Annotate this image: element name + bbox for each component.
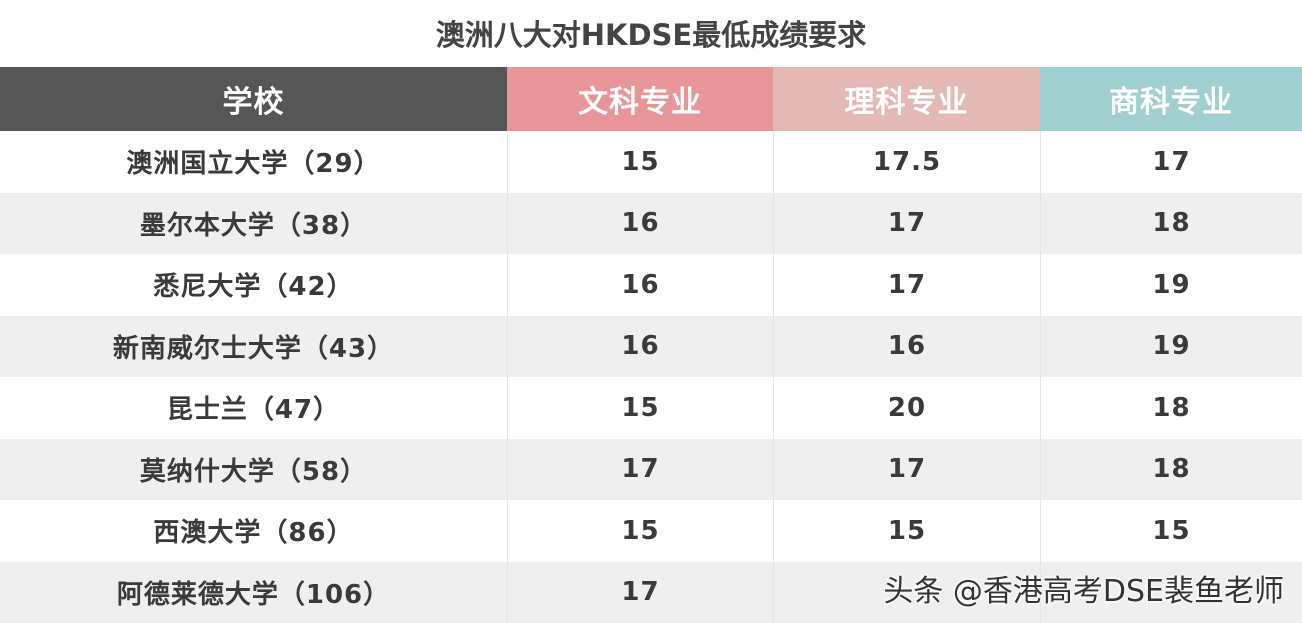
school-cell: 新南威尔士大学（43） — [0, 316, 507, 378]
score-cell: 17 — [773, 439, 1040, 501]
school-cell: 西澳大学（86） — [0, 500, 507, 562]
school-cell: 墨尔本大学（38） — [0, 193, 507, 255]
score-cell: 16 — [507, 193, 773, 255]
score-cell: 20 — [773, 377, 1040, 439]
score-cell: 15 — [773, 500, 1040, 562]
column-header: 商科专业 — [1040, 67, 1302, 131]
school-cell: 莫纳什大学（58） — [0, 439, 507, 501]
score-cell: 15 — [1040, 500, 1302, 562]
score-cell: 17 — [773, 254, 1040, 316]
column-header: 理科专业 — [773, 67, 1040, 131]
score-cell: 18 — [1040, 377, 1302, 439]
score-cell: 16 — [773, 316, 1040, 378]
score-cell: 15 — [507, 377, 773, 439]
score-cell: 18 — [1040, 193, 1302, 255]
score-cell: 19 — [1040, 254, 1302, 316]
column-header: 文科专业 — [507, 67, 773, 131]
school-cell: 阿德莱德大学（106） — [0, 562, 507, 623]
score-cell: 16 — [507, 316, 773, 378]
header-row: 学校文科专业理科专业商科专业 — [0, 67, 1302, 131]
watermark: 头条 @香港高考DSE裴鱼老师 — [883, 566, 1284, 610]
score-cell: 17 — [1040, 131, 1302, 193]
title: 澳洲八大对HKDSE最低成绩要求 — [0, 0, 1302, 66]
score-cell: 16 — [507, 254, 773, 316]
score-cell: 17 — [507, 562, 773, 623]
school-cell: 昆士兰（47） — [0, 377, 507, 439]
score-cell: 15 — [507, 500, 773, 562]
school-cell: 澳洲国立大学（29） — [0, 131, 507, 193]
score-cell: 15 — [507, 131, 773, 193]
score-cell: 17 — [773, 193, 1040, 255]
score-cell: 19 — [1040, 316, 1302, 378]
school-cell: 悉尼大学（42） — [0, 254, 507, 316]
score-cell: 18 — [1040, 439, 1302, 501]
score-cell: 17 — [507, 439, 773, 501]
column-header: 学校 — [0, 67, 507, 131]
score-cell: 17.5 — [773, 131, 1040, 193]
